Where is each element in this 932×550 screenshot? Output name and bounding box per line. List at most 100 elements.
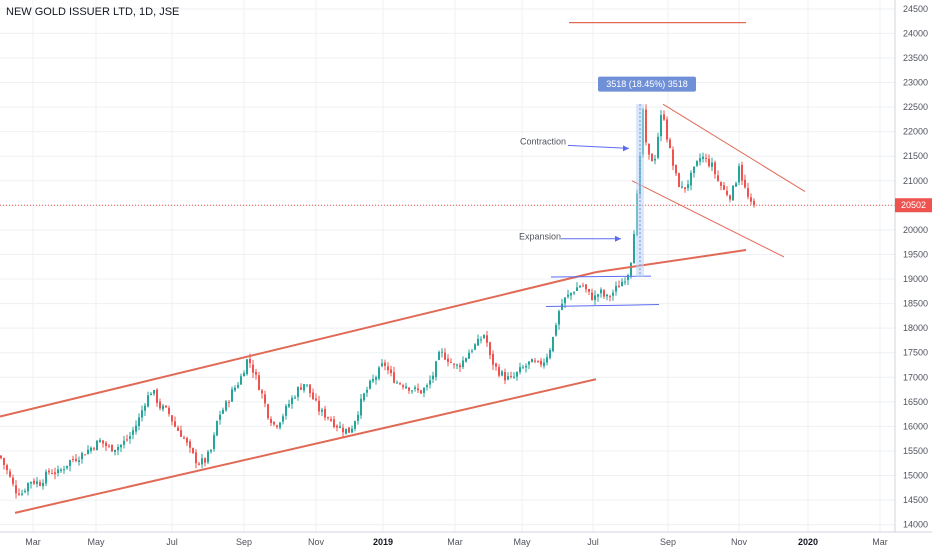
candle-up bbox=[207, 451, 209, 463]
x-tick-label: Mar bbox=[872, 537, 888, 547]
candle-down bbox=[252, 364, 254, 373]
candle-up bbox=[150, 393, 152, 396]
y-tick-label: 23000 bbox=[903, 78, 928, 88]
candle-up bbox=[456, 364, 458, 366]
candle-up bbox=[558, 311, 560, 325]
candle-down bbox=[534, 360, 536, 362]
candle-up bbox=[63, 469, 65, 471]
candle-down bbox=[705, 157, 707, 159]
candle-up bbox=[528, 361, 530, 365]
candle-down bbox=[408, 387, 410, 391]
candle-up bbox=[234, 387, 236, 391]
candle-down bbox=[192, 447, 194, 454]
candle-up bbox=[657, 136, 659, 158]
current-price-label: 20502 bbox=[901, 200, 926, 210]
candle-up bbox=[465, 358, 467, 362]
candle-down bbox=[183, 437, 185, 439]
candle-up bbox=[381, 363, 383, 367]
candle-up bbox=[132, 430, 134, 435]
candle-up bbox=[141, 410, 143, 418]
candle-up bbox=[45, 471, 47, 484]
candle-down bbox=[54, 472, 56, 475]
candle-up bbox=[96, 440, 98, 451]
candle-up bbox=[297, 387, 299, 397]
candle-up bbox=[219, 414, 221, 420]
candle-up bbox=[87, 449, 89, 454]
candle-up bbox=[696, 160, 698, 166]
candle-up bbox=[570, 292, 572, 296]
candle-down bbox=[156, 389, 158, 403]
candle-up bbox=[624, 281, 626, 283]
candle-down bbox=[720, 182, 722, 186]
candle-down bbox=[603, 290, 605, 297]
candle-down bbox=[750, 197, 752, 202]
candle-down bbox=[684, 187, 686, 190]
candle-up bbox=[21, 493, 23, 495]
candle-down bbox=[663, 114, 665, 120]
candle-down bbox=[675, 164, 677, 174]
candle-down bbox=[387, 366, 389, 371]
y-tick-label: 19000 bbox=[903, 274, 928, 284]
candle-down bbox=[48, 470, 50, 473]
candle-up bbox=[378, 367, 380, 379]
y-tick-label: 15000 bbox=[903, 471, 928, 481]
candle-down bbox=[174, 421, 176, 427]
y-tick-label: 17500 bbox=[903, 348, 928, 358]
candle-down bbox=[198, 463, 200, 465]
candle-up bbox=[516, 371, 518, 377]
y-tick-label: 16500 bbox=[903, 397, 928, 407]
candle-up bbox=[468, 352, 470, 359]
candle-down bbox=[618, 285, 620, 288]
candle-down bbox=[6, 465, 8, 471]
candle-up bbox=[411, 390, 413, 392]
candle-up bbox=[162, 405, 164, 410]
candle-up bbox=[732, 185, 734, 201]
candle-up bbox=[321, 409, 323, 412]
candle-down bbox=[189, 441, 191, 448]
chart-grid bbox=[0, 0, 895, 532]
candle-down bbox=[315, 398, 317, 401]
candle-up bbox=[549, 350, 551, 359]
candle-up bbox=[573, 292, 575, 294]
candle-down bbox=[12, 477, 14, 484]
candle-up bbox=[735, 183, 737, 187]
candle-up bbox=[372, 378, 374, 382]
candle-up bbox=[660, 115, 662, 137]
annotation-contraction: Contraction bbox=[520, 136, 566, 146]
candle-down bbox=[729, 195, 731, 200]
candle-up bbox=[501, 371, 503, 376]
candle-down bbox=[537, 360, 539, 362]
candle-down bbox=[417, 388, 419, 391]
candle-up bbox=[213, 435, 215, 450]
candle-down bbox=[249, 358, 251, 364]
candle-up bbox=[513, 376, 515, 378]
current-price-tag bbox=[895, 198, 932, 213]
candle-up bbox=[471, 350, 473, 352]
candle-up bbox=[480, 339, 482, 341]
candle-down bbox=[261, 390, 263, 394]
candle-down bbox=[504, 372, 506, 381]
wedge-upper-line bbox=[662, 103, 806, 193]
candle-down bbox=[276, 425, 278, 428]
channel-upper-line bbox=[0, 271, 597, 418]
y-tick-label: 17000 bbox=[903, 372, 928, 382]
candle-up bbox=[369, 380, 371, 389]
y-tick-label: 22000 bbox=[903, 127, 928, 137]
y-tick-label: 14000 bbox=[903, 520, 928, 530]
candle-down bbox=[255, 371, 257, 375]
y-tick-label: 24500 bbox=[903, 4, 928, 14]
candle-down bbox=[588, 288, 590, 292]
candle-up bbox=[144, 405, 146, 411]
candle-up bbox=[654, 158, 656, 161]
candle-up bbox=[687, 184, 689, 189]
candle-down bbox=[336, 425, 338, 428]
candle-up bbox=[360, 398, 362, 416]
candle-up bbox=[561, 303, 563, 310]
candle-down bbox=[0, 455, 2, 459]
candle-up bbox=[633, 233, 635, 264]
candle-up bbox=[42, 482, 44, 487]
candle-down bbox=[39, 482, 41, 486]
candle-up bbox=[357, 414, 359, 421]
candle-up bbox=[303, 384, 305, 391]
